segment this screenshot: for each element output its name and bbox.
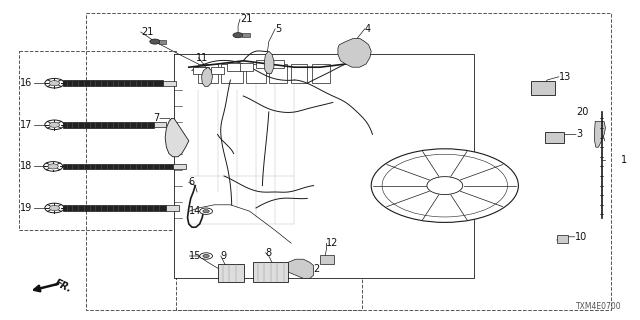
Bar — [163, 81, 176, 86]
Circle shape — [427, 177, 463, 195]
Text: 16: 16 — [20, 78, 33, 88]
Polygon shape — [202, 67, 212, 86]
Circle shape — [44, 162, 63, 171]
Text: 8: 8 — [266, 248, 272, 258]
Circle shape — [371, 149, 518, 222]
Bar — [198, 64, 218, 83]
Text: 21: 21 — [141, 27, 153, 37]
Bar — [221, 64, 243, 83]
FancyBboxPatch shape — [545, 132, 564, 143]
FancyBboxPatch shape — [531, 81, 555, 95]
Polygon shape — [165, 118, 189, 157]
Bar — [320, 255, 334, 264]
Polygon shape — [264, 51, 274, 74]
Text: 14: 14 — [189, 206, 202, 216]
Text: 2: 2 — [314, 264, 320, 274]
Bar — [63, 122, 154, 128]
Bar — [154, 122, 166, 127]
Polygon shape — [285, 259, 314, 278]
Circle shape — [45, 78, 64, 88]
Bar — [173, 164, 186, 169]
Circle shape — [200, 253, 212, 259]
Circle shape — [150, 39, 160, 44]
Text: 1: 1 — [621, 155, 627, 165]
Bar — [63, 205, 166, 211]
Bar — [211, 67, 224, 74]
Circle shape — [45, 120, 64, 130]
Bar — [193, 67, 209, 74]
Polygon shape — [338, 38, 371, 67]
Text: 19: 19 — [20, 203, 33, 213]
Text: 10: 10 — [575, 232, 587, 242]
Bar — [246, 64, 266, 83]
Polygon shape — [174, 54, 474, 278]
Text: 4: 4 — [365, 24, 371, 34]
Text: 20: 20 — [576, 107, 588, 117]
Bar — [242, 33, 250, 37]
Text: FR.: FR. — [53, 278, 74, 295]
Circle shape — [200, 208, 212, 214]
Bar — [291, 64, 307, 83]
Circle shape — [45, 203, 64, 213]
Circle shape — [203, 254, 209, 258]
Bar — [270, 60, 284, 68]
Bar — [227, 63, 241, 71]
Bar — [253, 262, 288, 282]
Bar — [256, 60, 272, 68]
Bar — [166, 205, 179, 211]
Bar — [269, 64, 287, 83]
Bar — [218, 264, 244, 282]
Text: 12: 12 — [326, 238, 339, 248]
Text: 5: 5 — [275, 24, 282, 34]
Bar — [312, 64, 330, 83]
Text: 6: 6 — [189, 177, 195, 188]
Bar — [240, 63, 253, 71]
Circle shape — [49, 122, 60, 127]
Text: 9: 9 — [221, 251, 227, 261]
Bar — [63, 164, 173, 169]
Circle shape — [49, 81, 60, 86]
Text: 7: 7 — [154, 113, 160, 124]
Circle shape — [49, 205, 60, 211]
Text: 11: 11 — [196, 52, 208, 63]
Text: 21: 21 — [240, 14, 252, 24]
Bar — [63, 80, 163, 86]
Text: TXM4E0700: TXM4E0700 — [577, 302, 622, 311]
Text: 15: 15 — [189, 251, 202, 261]
Bar — [557, 235, 568, 243]
Text: 13: 13 — [559, 72, 571, 82]
Bar — [159, 40, 166, 44]
Polygon shape — [595, 122, 605, 147]
Text: 18: 18 — [20, 161, 33, 172]
Circle shape — [48, 164, 58, 169]
Circle shape — [233, 33, 243, 38]
Text: 3: 3 — [576, 129, 582, 140]
Text: 17: 17 — [20, 120, 33, 130]
Circle shape — [203, 210, 209, 213]
